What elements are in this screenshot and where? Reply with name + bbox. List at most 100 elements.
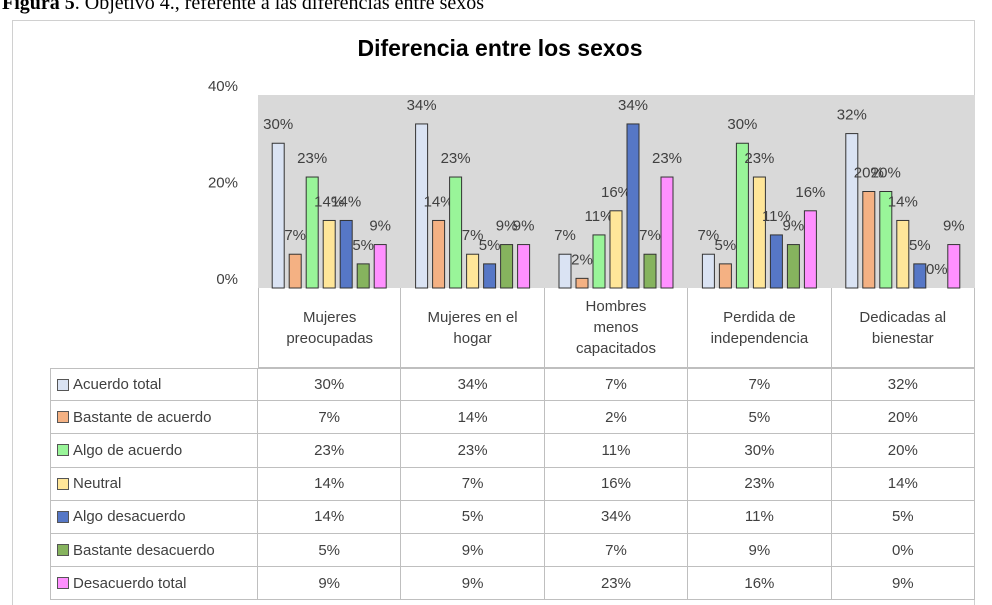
bar	[626, 123, 640, 289]
bar	[432, 219, 446, 289]
bar	[356, 263, 370, 289]
table-cell: 23%	[401, 434, 545, 468]
bar	[288, 253, 302, 289]
data-label: 7%	[462, 227, 484, 244]
table-cell: 7%	[688, 368, 832, 402]
chart-title: Diferencia entre los sexos	[357, 35, 642, 61]
legend-swatch	[57, 477, 69, 490]
table-cell: 7%	[544, 368, 689, 402]
bar	[339, 219, 353, 289]
bar	[735, 142, 749, 289]
bar	[896, 219, 910, 289]
bar	[947, 244, 961, 289]
data-label: 5%	[715, 237, 737, 254]
bar	[660, 176, 674, 289]
data-label: 5%	[909, 237, 931, 254]
table-cell: 9%	[401, 534, 545, 568]
legend-label: Desacuerdo total	[73, 574, 187, 592]
table-cell: 14%	[401, 401, 545, 435]
table-cell: 23%	[258, 434, 402, 468]
data-label: 14%	[424, 193, 454, 210]
table-cell: 23%	[544, 567, 689, 601]
bar	[786, 244, 800, 289]
data-label: 5%	[479, 237, 501, 254]
legend-swatch	[57, 510, 69, 523]
data-label: 14%	[331, 193, 361, 210]
legend-swatch	[57, 544, 69, 557]
legend-entry: Neutral	[50, 467, 258, 501]
bar	[271, 142, 285, 289]
data-label: 23%	[297, 150, 327, 167]
table-cell: 11%	[688, 500, 832, 534]
bar	[466, 253, 480, 289]
bar	[879, 191, 893, 289]
bar	[718, 263, 732, 289]
y-tick-label: 20%	[208, 174, 238, 191]
table-cell: 7%	[544, 534, 689, 568]
data-label: 32%	[837, 107, 867, 124]
table-cell: 7%	[401, 467, 545, 501]
bar	[483, 263, 497, 289]
data-label: 14%	[314, 193, 344, 210]
bar	[415, 123, 429, 289]
table-cell: 16%	[688, 567, 832, 601]
table-cell: 32%	[831, 368, 975, 402]
legend-entry: Bastante de acuerdo	[50, 401, 258, 435]
table-cell: 9%	[831, 567, 975, 601]
data-label: 9%	[783, 218, 805, 235]
bar	[643, 253, 657, 289]
data-label: 30%	[263, 116, 293, 133]
table-cell: 5%	[831, 500, 975, 534]
legend-entry: Desacuerdo total	[50, 567, 258, 601]
data-label: 23%	[652, 150, 682, 167]
legend-entry: Bastante desacuerdo	[50, 534, 258, 568]
bar	[701, 253, 715, 289]
legend-swatch	[57, 378, 69, 391]
legend-label: Acuerdo total	[73, 376, 162, 394]
legend-swatch	[57, 577, 69, 590]
bar	[575, 277, 589, 289]
data-label: 30%	[727, 116, 757, 133]
category-label: Hombres menos capacitados	[544, 288, 689, 368]
data-label: 9%	[943, 218, 965, 235]
legend-entry: Algo desacuerdo	[50, 500, 258, 534]
category-label: Perdida de independencia	[688, 288, 832, 368]
table-cell: 34%	[544, 500, 689, 534]
category-text: Mujeres preocupadas	[286, 308, 374, 347]
table-cell: 20%	[831, 401, 975, 435]
data-label: 2%	[571, 251, 593, 268]
table-cell: 20%	[831, 434, 975, 468]
category-label: Mujeres preocupadas	[258, 288, 402, 368]
table-cell: 14%	[258, 500, 402, 534]
table-cell: 30%	[688, 434, 832, 468]
data-label: 7%	[284, 227, 306, 244]
table-cell: 2%	[544, 401, 689, 435]
legend-label: Bastante de acuerdo	[73, 408, 212, 426]
legend-entry: Acuerdo total	[50, 368, 258, 402]
legend-entry: Algo de acuerdo	[50, 434, 258, 468]
data-label: 23%	[744, 150, 774, 167]
data-label: 16%	[795, 184, 825, 201]
data-label: 7%	[554, 227, 576, 244]
legend-swatch	[57, 411, 69, 424]
table-cell: 0%	[831, 534, 975, 568]
table-cell: 14%	[831, 467, 975, 501]
data-label: 11%	[585, 208, 614, 225]
bar	[558, 253, 572, 289]
bar	[862, 191, 876, 289]
bar	[449, 176, 463, 289]
y-tick-label: 0%	[216, 271, 238, 288]
bar	[845, 133, 859, 289]
table-cell: 14%	[258, 467, 402, 501]
data-label: 16%	[601, 184, 631, 201]
caption: Figura 5. Objetivo 4., referente a las d…	[2, 0, 484, 15]
category-text: Dedicadas al bienestar	[859, 308, 947, 347]
table-cell: 9%	[258, 567, 402, 601]
bar	[517, 244, 531, 289]
legend-swatch	[57, 444, 69, 457]
caption-label: Figura 5	[2, 0, 75, 14]
table-cell: 5%	[258, 534, 402, 568]
data-label: 34%	[407, 97, 437, 114]
bar	[592, 234, 606, 289]
